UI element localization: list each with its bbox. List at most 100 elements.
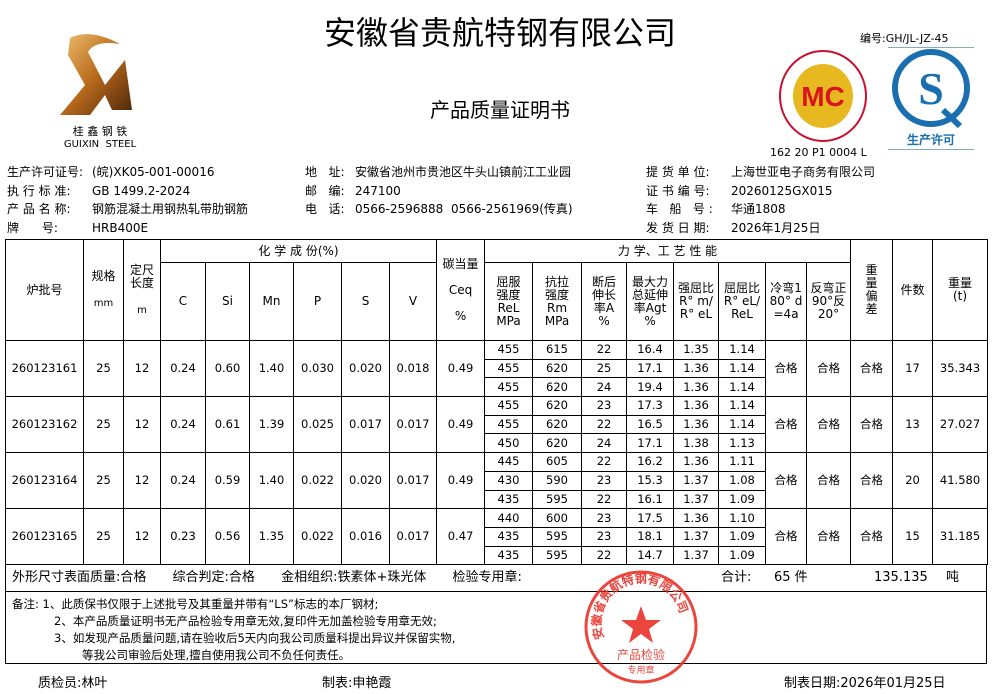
col-ceq: 碳当量 Ceq%	[436, 239, 486, 341]
rel-cell: 455	[484, 414, 534, 435]
microstructure: 金相组织:铁素体+珠光体	[281, 570, 427, 585]
document-number: 编号:GH/JL-JZ-45	[860, 32, 949, 45]
stamp-center-text: 产品检验	[617, 647, 665, 662]
info-label: 产 品 名 称:	[7, 202, 71, 217]
rel-cell: 445	[484, 452, 534, 472]
rm-cell: 600	[532, 508, 583, 528]
info_mid-row: 地 址: 安徽省池州市贵池区牛头山镇前江工业园	[305, 163, 571, 180]
info_right-row: 提 货 单 位: 上海世亚电子商务有限公司	[646, 163, 875, 180]
a-cell: 24	[581, 377, 628, 398]
agt-cell: 17.3	[626, 396, 675, 416]
agt-cell: 19.4	[626, 377, 675, 398]
agt-cell: 14.7	[626, 545, 675, 566]
ceq-cell: 0.47	[436, 508, 486, 566]
col-v: V	[388, 262, 438, 341]
reverse-bend-cell: 合格	[806, 339, 852, 398]
spec-cell: 25	[83, 452, 124, 510]
col-s: S	[341, 262, 390, 341]
note-1: 备注: 1、此质保书仅限于上述批号及其重量并带有“LS”标志的本厂钢材;	[12, 597, 379, 611]
mc-certificate-code: 162 20 P1 0004 L	[770, 146, 867, 159]
info_left-row: 执 行 标 准: GB 1499.2-2024	[7, 182, 190, 199]
info-value: GB 1499.2-2024	[92, 183, 191, 198]
rm-cell: 605	[532, 452, 583, 472]
info_right-row: 发 货 日 期: 2026年1月25日	[646, 219, 820, 236]
rm-rel-cell: 1.37	[673, 526, 720, 547]
info-label: 发 货 日 期:	[646, 221, 710, 236]
rm-cell: 615	[532, 340, 583, 360]
rm-cell: 590	[532, 470, 583, 491]
info-label: 牌 号:	[7, 221, 58, 236]
rel-rel-cell: 1.10	[718, 508, 767, 528]
col-reverse-bend: 反弯正90°反20°	[806, 262, 852, 341]
col-mechanical: 力 学、工 艺 性 能	[484, 239, 852, 263]
si-cell: 0.60	[205, 339, 250, 398]
mn-cell: 1.40	[249, 452, 294, 510]
inspector-signature: 质检员:林叶	[38, 676, 108, 691]
weight-deviation-cell: 合格	[850, 508, 894, 566]
v-cell: 0.017	[388, 396, 438, 454]
info_mid-row: 电 话: 0566-2596888 0566-2561969(传真)	[305, 200, 573, 217]
rel-cell: 455	[484, 358, 534, 379]
col-pieces: 件数	[892, 239, 934, 341]
s-cell: 0.016	[341, 508, 390, 566]
si-cell: 0.56	[205, 508, 250, 566]
qs-logo-text: 生产许可	[906, 133, 955, 147]
batch-cell: 260123162	[5, 396, 84, 454]
weight-deviation-cell: 合格	[850, 339, 894, 398]
preparation-date: 制表日期:2026年01月25日	[784, 676, 946, 691]
rel-cell: 455	[484, 396, 534, 416]
info-label: 证 书 编 号:	[646, 183, 710, 198]
weight-cell: 31.185	[932, 508, 989, 566]
weight-deviation-cell: 合格	[850, 452, 894, 510]
a-cell: 23	[581, 526, 628, 547]
info_right-row: 证 书 编 号: 20260125GX015	[646, 182, 833, 199]
info_right-row: 车 船 号 : 华通1808	[646, 200, 786, 217]
agt-cell: 16.1	[626, 489, 675, 510]
rel-rel-cell: 1.11	[718, 452, 767, 472]
note-4: 等我公司审验后处理,擅自使用我公司不负任何责任。	[82, 648, 351, 662]
pieces-cell: 13	[892, 396, 934, 454]
agt-cell: 17.5	[626, 508, 675, 528]
logo-en-text: GUIXIN STEEL	[63, 139, 137, 150]
pieces-cell: 15	[892, 508, 934, 566]
col-weight: 重量(t)	[932, 239, 989, 341]
weight-cell: 35.343	[932, 339, 989, 398]
si-cell: 0.59	[205, 452, 250, 510]
weight-unit: 吨	[946, 570, 960, 585]
info_left-row: 生产许可证号: (皖)XK05-001-00016	[7, 163, 214, 180]
length-cell: 12	[123, 508, 161, 566]
col-agt: 最大力总延伸率Agt %	[626, 262, 675, 341]
info_left-row: 牌 号: HRB400E	[7, 219, 148, 236]
col-a: 断后伸长率A %	[581, 262, 628, 341]
info-value: 上海世亚电子商务有限公司	[731, 165, 876, 179]
rm-rel-cell: 1.38	[673, 433, 720, 454]
c-cell: 0.23	[160, 508, 206, 566]
s-cell: 0.020	[341, 452, 390, 510]
s-cell: 0.017	[341, 396, 390, 454]
note-3: 3、如发现产品质量问题,请在验收后5天内向我公司质量科提出异议并保留实物,	[54, 631, 456, 645]
v-cell: 0.018	[388, 339, 438, 398]
rm-rel-cell: 1.37	[673, 489, 720, 510]
table-row: 260123164 25 12 0.24 0.59 1.40 0.022 0.020 0.017…	[5, 452, 989, 510]
total-label: 合计:	[721, 570, 752, 585]
agt-cell: 18.1	[626, 526, 675, 547]
total-pieces: 65 件	[774, 570, 808, 585]
col-rel-rel: 屈屈比R° eL/ReL	[718, 262, 767, 341]
info-label: 执 行 标 准:	[7, 183, 71, 198]
length-cell: 12	[123, 452, 161, 510]
a-cell: 22	[581, 340, 628, 360]
rel-cell: 430	[484, 470, 534, 491]
col-si: Si	[205, 262, 250, 341]
info_mid-row: 邮 编: 247100	[305, 182, 401, 199]
mn-cell: 1.35	[249, 508, 294, 566]
ceq-cell: 0.49	[436, 396, 486, 454]
a-cell: 22	[581, 414, 628, 435]
agt-cell: 15.3	[626, 470, 675, 491]
rm-cell: 620	[532, 377, 583, 398]
rm-rel-cell: 1.36	[673, 377, 720, 398]
table-row: 455 620 24 19.4 1.36 1.14	[6, 377, 988, 398]
rm-cell: 595	[532, 526, 583, 547]
info-value: 0566-2596888 0566-2561969(传真)	[355, 202, 573, 217]
stamp-bottom-text: 专用章	[627, 664, 654, 676]
overall-judgement: 综合判定:合格	[172, 570, 255, 585]
